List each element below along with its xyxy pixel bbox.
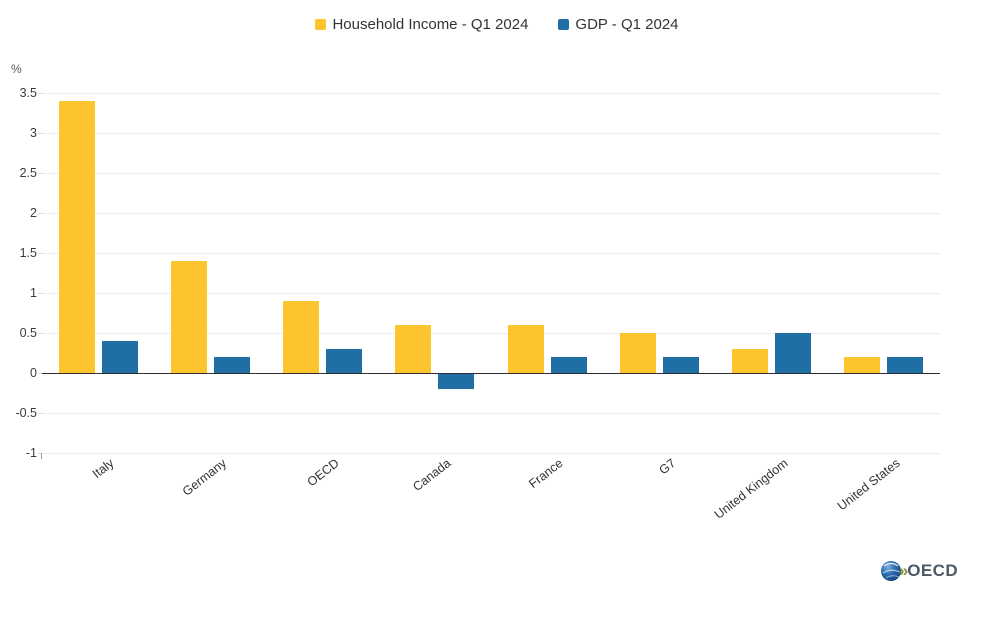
x-axis-label-oecd: OECD	[304, 456, 342, 490]
bar-household-income-united-kingdom[interactable]	[732, 349, 769, 373]
x-axis-label-united-states: United States	[834, 456, 903, 514]
bar-gdp-united-states[interactable]	[887, 357, 924, 373]
bar-gdp-germany[interactable]	[213, 357, 250, 373]
bar-household-income-united-states[interactable]	[844, 357, 881, 373]
zero-axis-line	[42, 373, 940, 374]
x-axis-labels: Italy Germany OECD Canada France G7 United Kin…	[42, 456, 940, 586]
y-axis-label: 3	[30, 126, 37, 140]
legend-item-household-income[interactable]: Household Income - Q1 2024	[315, 16, 528, 33]
y-axis-label: 1	[30, 286, 37, 300]
gridline	[42, 413, 940, 414]
x-axis-label-g7: G7	[656, 456, 678, 478]
bar-household-income-oecd[interactable]	[283, 301, 320, 373]
legend-swatch-gdp	[558, 19, 570, 30]
gridline	[42, 253, 940, 254]
bar-household-income-germany[interactable]	[170, 261, 207, 373]
oecd-globe-icon	[880, 561, 901, 581]
bar-gdp-g7[interactable]	[662, 357, 699, 373]
gridline	[42, 213, 940, 214]
y-axis-tick	[38, 93, 42, 94]
y-axis-tick	[38, 333, 42, 334]
gridline	[42, 173, 940, 174]
x-axis-corner-tick	[41, 453, 42, 459]
x-axis-label-italy: Italy	[90, 456, 117, 482]
legend-label-household-income: Household Income - Q1 2024	[332, 16, 529, 33]
y-axis-label: 2	[30, 206, 37, 220]
x-axis-label-germany: Germany	[179, 456, 229, 499]
legend-item-gdp[interactable]: GDP - Q1 2024	[558, 16, 679, 33]
bar-household-income-france[interactable]	[507, 325, 544, 373]
y-axis-label: 1.5	[19, 246, 37, 260]
bar-household-income-italy[interactable]	[58, 101, 95, 373]
y-axis-unit-label: %	[11, 62, 22, 76]
x-axis-label-france: France	[526, 456, 566, 491]
y-axis-tick	[38, 133, 42, 134]
y-axis-label: 0.5	[19, 326, 37, 340]
legend: Household Income - Q1 2024 GDP - Q1 2024	[0, 16, 994, 33]
bar-gdp-canada[interactable]	[438, 373, 475, 389]
legend-swatch-household-income	[315, 19, 327, 30]
y-axis-label: -0.5	[15, 406, 37, 420]
bar-gdp-united-kingdom[interactable]	[775, 333, 812, 373]
y-axis-tick	[38, 213, 42, 214]
y-axis-tick	[38, 373, 42, 374]
oecd-logo-text: OECD	[907, 561, 958, 580]
bar-household-income-canada[interactable]	[395, 325, 432, 373]
gridline	[42, 293, 940, 294]
bar-gdp-italy[interactable]	[101, 341, 138, 373]
y-axis-tick	[38, 413, 42, 414]
y-axis-tick	[38, 293, 42, 294]
bar-gdp-france[interactable]	[550, 357, 587, 373]
gridline	[42, 333, 940, 334]
x-axis-label-united-kingdom: United Kingdom	[711, 456, 791, 522]
y-axis-label: 0	[30, 366, 37, 380]
y-axis-tick	[38, 453, 42, 454]
x-axis-label-canada: Canada	[410, 456, 454, 494]
gridline	[42, 93, 940, 94]
y-axis-label: -1	[25, 446, 37, 460]
y-axis-tick	[38, 173, 42, 174]
y-axis-tick	[38, 253, 42, 254]
gridline	[42, 453, 940, 454]
legend-label-gdp: GDP - Q1 2024	[575, 16, 679, 33]
plot-area	[42, 93, 940, 454]
y-axis-label: 3.5	[19, 86, 37, 100]
oecd-logo: » OECD	[880, 560, 958, 582]
oecd-chevrons-icon: »	[898, 561, 909, 580]
bar-gdp-oecd[interactable]	[326, 349, 363, 373]
gridline	[42, 133, 940, 134]
y-axis-label: 2.5	[19, 166, 37, 180]
bar-household-income-g7[interactable]	[619, 333, 656, 373]
